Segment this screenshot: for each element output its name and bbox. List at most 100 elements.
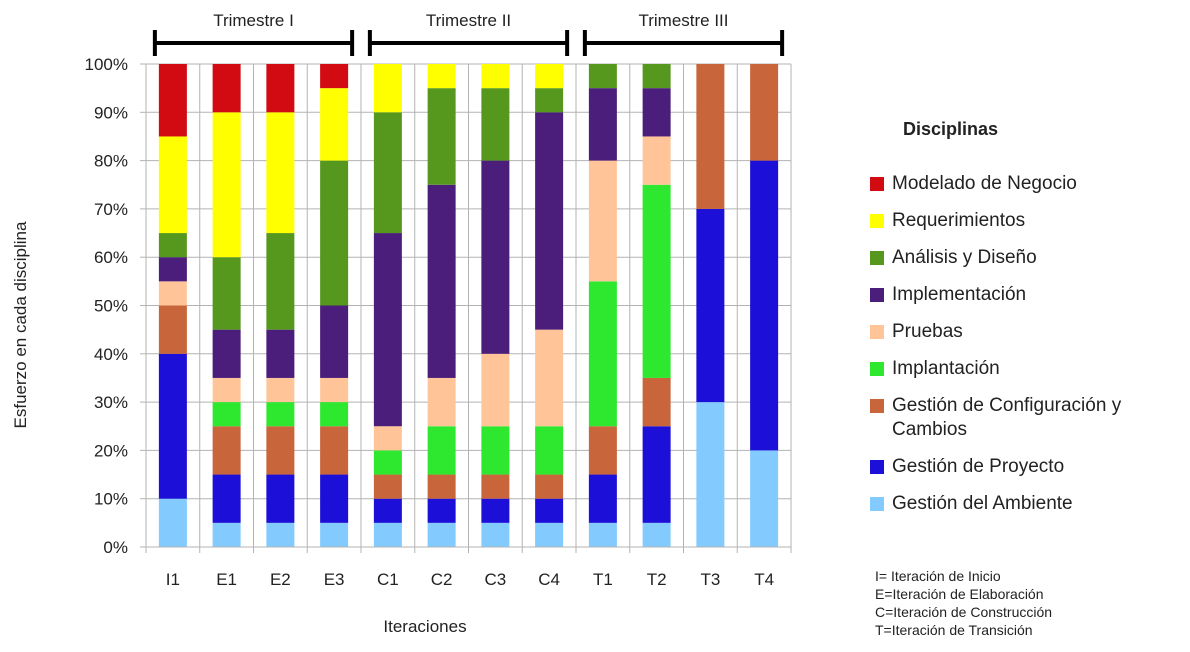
bar-segment-e2-requerimientos xyxy=(266,112,295,234)
bar-segment-t2-gestion-de-configuracion-y-cambios xyxy=(642,377,671,427)
x-tick-label: I1 xyxy=(166,570,180,589)
legend-label-line: Gestión del Ambiente xyxy=(892,493,1073,514)
legend-item: Requerimientos xyxy=(870,209,1190,246)
legend-label-line: Requerimientos xyxy=(892,210,1026,231)
y-tick-label: 20% xyxy=(94,441,128,460)
bar-segment-c3-gestion-de-proyecto xyxy=(481,498,510,523)
y-tick-label: 50% xyxy=(94,297,128,316)
legend-label: Requerimientos xyxy=(892,209,1025,233)
bar-segment-t2-gestion-del-ambiente xyxy=(642,522,671,547)
legend-label-line: Modelado de Negocio xyxy=(892,173,1077,194)
x-tick-label: T1 xyxy=(593,570,613,589)
bar-segment-t3-gestion-de-proyecto xyxy=(696,208,725,403)
legend-label-line: Análisis y Diseño xyxy=(892,247,1037,268)
legend-label-line: Implementación xyxy=(892,284,1027,305)
bar-segment-t4-gestion-del-ambiente xyxy=(750,450,779,547)
bar-segment-c4-gestion-de-proyecto xyxy=(535,498,564,523)
note-line: I= Iteración de Inicio xyxy=(875,568,1001,584)
x-tick-label: C4 xyxy=(538,570,560,589)
legend-swatch xyxy=(870,460,884,474)
legend: Modelado de Negocio Requerimientos Análisi… xyxy=(870,172,1190,529)
legend-item: Gestión de Proyecto xyxy=(870,455,1190,492)
trimester-label: Trimestre II xyxy=(426,11,511,30)
y-axis-label: Esfuerzo en cada disciplina xyxy=(11,221,30,429)
legend-label: Implementación xyxy=(892,283,1026,307)
legend-label-line: Gestión de Configuración y xyxy=(892,395,1122,416)
legend-swatch xyxy=(870,288,884,302)
gridlines xyxy=(145,63,792,548)
bar-segment-c1-gestion-de-configuracion-y-cambios xyxy=(373,474,402,499)
legend-swatch xyxy=(870,497,884,511)
bar-segment-e1-requerimientos xyxy=(212,112,241,258)
x-tick-label: E1 xyxy=(216,570,237,589)
legend-label: Modelado de Negocio xyxy=(892,172,1077,196)
bar-segment-c2-requerimientos xyxy=(427,64,456,89)
x-tick-label: E3 xyxy=(324,570,345,589)
legend-label-line: Gestión de Proyecto xyxy=(892,456,1065,477)
bar-segment-t4-gestion-de-proyecto xyxy=(750,160,779,451)
bar-segment-c4-analisis-y-diseno xyxy=(535,88,564,113)
bar-segment-e3-gestion-de-proyecto xyxy=(320,474,349,523)
x-tick-label: T3 xyxy=(700,570,720,589)
y-tick-label: 30% xyxy=(94,393,128,412)
bar-segment-e3-requerimientos xyxy=(320,88,349,161)
bar-segment-c2-implantacion xyxy=(427,426,456,475)
y-tick-label: 60% xyxy=(94,248,128,267)
bar-segment-t2-implementacion xyxy=(642,88,671,137)
bar-segment-c1-pruebas xyxy=(373,426,402,451)
bar-segment-i1-pruebas xyxy=(158,281,187,306)
bar-segment-c1-gestion-de-proyecto xyxy=(373,498,402,523)
bar-segment-c4-gestion-de-configuracion-y-cambios xyxy=(535,474,564,499)
y-tick-label: 40% xyxy=(94,345,128,364)
bar-segment-t1-gestion-de-configuracion-y-cambios xyxy=(588,426,617,475)
legend-label: Análisis y Diseño xyxy=(892,246,1037,270)
bar-segment-e3-analisis-y-diseno xyxy=(320,160,349,306)
legend-label: Gestión de Proyecto xyxy=(892,455,1064,479)
bar-segment-e1-gestion-del-ambiente xyxy=(212,522,241,547)
bar-segment-e3-modelado-de-negocio xyxy=(320,64,349,89)
x-tick-label: C3 xyxy=(485,570,507,589)
bar-segment-c1-analisis-y-diseno xyxy=(373,112,402,234)
note-line: E=Iteración de Elaboración xyxy=(875,586,1044,602)
bar-segment-e2-implementacion xyxy=(266,329,295,378)
bar-segment-c3-gestion-de-configuracion-y-cambios xyxy=(481,474,510,499)
legend-swatch xyxy=(870,325,884,339)
x-tick-label: C2 xyxy=(431,570,453,589)
bar-segment-t1-gestion-de-proyecto xyxy=(588,474,617,523)
abbreviation-notes: I= Iteración de Inicio E=Iteración de Ela… xyxy=(875,567,1052,639)
legend-swatch xyxy=(870,214,884,228)
bar-segment-c4-requerimientos xyxy=(535,64,564,89)
bar-segment-e1-modelado-de-negocio xyxy=(212,64,241,113)
legend-swatch xyxy=(870,399,884,413)
bar-segment-c3-requerimientos xyxy=(481,64,510,89)
legend-item: Gestión del Ambiente xyxy=(870,492,1190,529)
bar-segment-t4-gestion-de-configuracion-y-cambios xyxy=(750,64,779,161)
bar-segment-c3-pruebas xyxy=(481,353,510,427)
bar-segment-e3-pruebas xyxy=(320,377,349,403)
y-tick-label: 10% xyxy=(94,490,128,509)
trimester-label: Trimestre I xyxy=(213,11,294,30)
bar-segment-e1-gestion-de-proyecto xyxy=(212,474,241,523)
bar-segment-t2-pruebas xyxy=(642,136,671,185)
legend-title: Disciplinas xyxy=(903,119,999,139)
bar-segment-e3-implementacion xyxy=(320,305,349,378)
bar-segment-t1-gestion-del-ambiente xyxy=(588,522,617,547)
legend-item: Análisis y Diseño xyxy=(870,246,1190,283)
bar-segment-c2-analisis-y-diseno xyxy=(427,88,456,185)
bar-segment-i1-analisis-y-diseno xyxy=(158,233,187,258)
bar-segment-c2-gestion-de-configuracion-y-cambios xyxy=(427,474,456,499)
bar-segment-c4-gestion-del-ambiente xyxy=(535,522,564,547)
bar-segment-c1-gestion-del-ambiente xyxy=(373,522,402,547)
bar-segment-e2-implantacion xyxy=(266,402,295,427)
legend-item: Implantación xyxy=(870,357,1190,394)
bar-segment-c2-pruebas xyxy=(427,377,456,427)
bar-segment-t1-implementacion xyxy=(588,88,617,161)
bar-segment-c3-gestion-del-ambiente xyxy=(481,522,510,547)
bar-segment-c3-analisis-y-diseno xyxy=(481,88,510,161)
legend-label-line: Cambios xyxy=(892,419,967,440)
bar-segment-t1-pruebas xyxy=(588,160,617,282)
bar-segment-e3-implantacion xyxy=(320,402,349,427)
bar-segment-e2-modelado-de-negocio xyxy=(266,64,295,113)
bar-segment-c3-implementacion xyxy=(481,160,510,354)
